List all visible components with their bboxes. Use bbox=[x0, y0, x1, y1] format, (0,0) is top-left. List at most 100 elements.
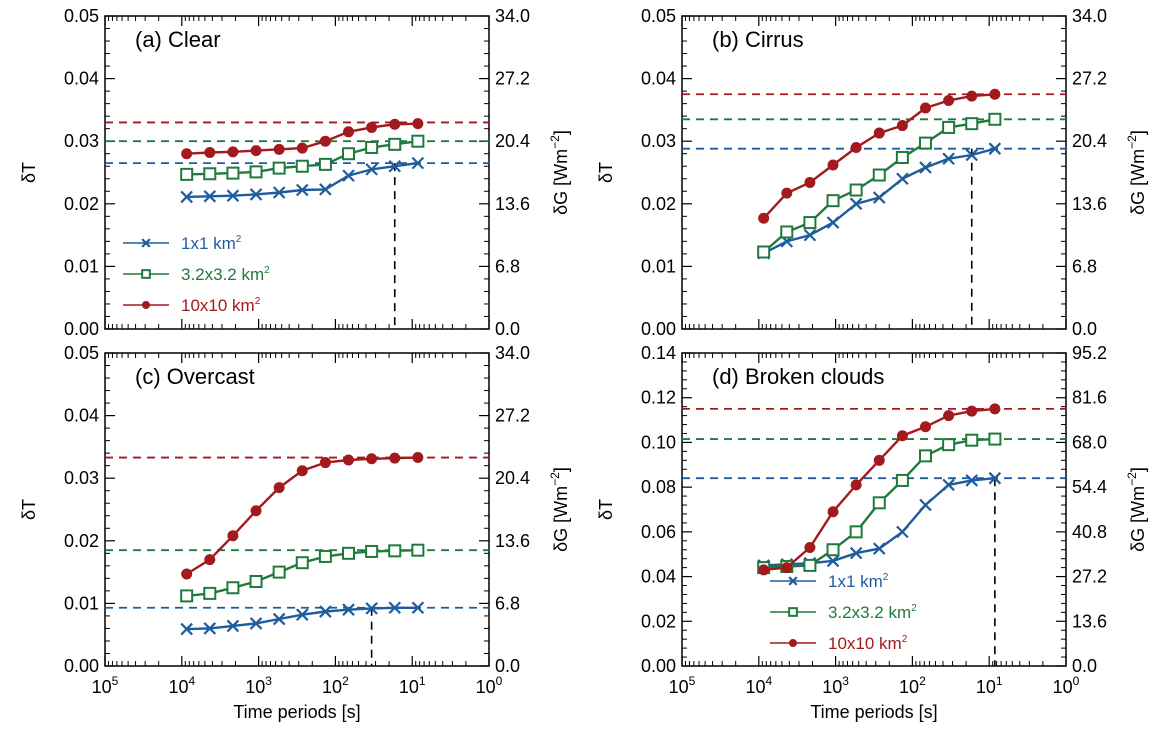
data-point-2 bbox=[849, 525, 863, 539]
data-point-2 bbox=[919, 449, 933, 463]
y2-tick-label: 6.8 bbox=[1072, 256, 1097, 276]
legend-marker-3 bbox=[142, 301, 150, 309]
x-tick-label: 100 bbox=[476, 674, 503, 697]
data-point-2 bbox=[226, 581, 240, 595]
data-point-2 bbox=[342, 546, 356, 560]
data-point-2 bbox=[780, 225, 794, 239]
x-tick-exponent: 5 bbox=[689, 674, 696, 688]
data-point-2 bbox=[803, 216, 817, 230]
y-tick-label: 0.06 bbox=[641, 522, 676, 542]
data-point-1 bbox=[203, 190, 217, 203]
legend-marker-1 bbox=[141, 238, 151, 248]
data-point-3 bbox=[758, 564, 770, 576]
data-point-2 bbox=[295, 159, 309, 173]
y2-tick-label: 27.2 bbox=[495, 69, 530, 89]
legend-label-exponent: 2 bbox=[255, 296, 261, 307]
y-tick-label: 0.03 bbox=[64, 131, 99, 151]
y2-tick-label: 54.4 bbox=[1072, 477, 1107, 497]
y-tick-label: 0.00 bbox=[64, 319, 99, 339]
data-point-3 bbox=[181, 148, 193, 160]
data-point-3 bbox=[250, 145, 262, 157]
y2-tick-label: 13.6 bbox=[1072, 194, 1107, 214]
data-point-2 bbox=[826, 543, 840, 557]
x-tick-label: 104 bbox=[745, 674, 772, 697]
y2-tick-label: 20.4 bbox=[495, 468, 530, 488]
legend-label-name: 10x10 km bbox=[181, 296, 255, 315]
data-point-3 bbox=[204, 554, 216, 566]
y2-axis-label: δG [Wm−2] bbox=[1125, 467, 1148, 552]
legend-label-name: 1x1 km bbox=[828, 572, 883, 591]
data-point-2 bbox=[919, 136, 933, 150]
data-point-2 bbox=[272, 565, 286, 579]
y2-axis-label: δG [Wm−2] bbox=[1125, 130, 1148, 215]
data-point-1 bbox=[365, 602, 378, 615]
data-point-1 bbox=[919, 498, 932, 512]
data-point-2 bbox=[203, 167, 217, 181]
data-point-2 bbox=[965, 117, 979, 131]
y2-tick-label: 95.2 bbox=[1072, 343, 1107, 363]
data-point-1 bbox=[803, 228, 817, 242]
data-point-3 bbox=[227, 146, 239, 158]
plot-frame bbox=[681, 352, 1067, 667]
y2-tick-label: 27.2 bbox=[1072, 69, 1107, 89]
x-tick-base: 10 bbox=[976, 677, 996, 697]
legend-label-exponent: 2 bbox=[264, 265, 270, 276]
data-point-3 bbox=[319, 135, 331, 147]
x-tick-base: 10 bbox=[168, 677, 188, 697]
legend-marker-1 bbox=[788, 576, 798, 586]
x-tick-label: 105 bbox=[92, 674, 119, 697]
data-point-1 bbox=[342, 169, 355, 182]
data-point-3 bbox=[827, 506, 839, 518]
data-point-2 bbox=[295, 556, 309, 570]
data-point-1 bbox=[965, 474, 979, 487]
series-line-1 bbox=[763, 147, 996, 255]
x-tick-exponent: 4 bbox=[765, 674, 772, 688]
legend-label-name: 3.2x3.2 km bbox=[181, 265, 264, 284]
legend-label-2: 3.2x3.2 km2 bbox=[181, 265, 270, 284]
data-point-2 bbox=[318, 549, 332, 563]
data-point-1 bbox=[826, 216, 840, 229]
data-point-1 bbox=[295, 608, 309, 621]
data-point-1 bbox=[180, 622, 193, 636]
data-point-2 bbox=[942, 438, 956, 452]
legend-label-1: 1x1 km2 bbox=[181, 234, 242, 253]
data-point-1 bbox=[896, 172, 909, 186]
x-tick-base: 10 bbox=[669, 677, 689, 697]
x-tick-label: 103 bbox=[822, 674, 849, 697]
data-point-3 bbox=[204, 146, 216, 158]
data-point-3 bbox=[273, 482, 285, 494]
legend-label-1: 1x1 km2 bbox=[828, 572, 889, 591]
y2-axis-label-base: δG [Wm bbox=[1128, 486, 1148, 552]
data-point-2 bbox=[249, 165, 263, 179]
y2-tick-label: 34.0 bbox=[1072, 6, 1107, 26]
data-point-3 bbox=[296, 142, 308, 154]
series-line-1 bbox=[763, 477, 996, 567]
y-tick-label: 0.05 bbox=[64, 6, 99, 26]
legend-label-exponent: 2 bbox=[883, 572, 889, 583]
panel-title: (d) Broken clouds bbox=[712, 364, 884, 389]
y2-axis-label: δG [Wm−2] bbox=[548, 130, 571, 215]
legend-label-name: 3.2x3.2 km bbox=[828, 603, 911, 622]
y-tick-label: 0.05 bbox=[64, 343, 99, 363]
data-point-1 bbox=[249, 617, 263, 630]
data-point-3 bbox=[412, 452, 424, 464]
data-point-1 bbox=[388, 159, 402, 173]
y-tick-label: 0.03 bbox=[64, 468, 99, 488]
plot-frame bbox=[104, 15, 490, 330]
data-point-3 bbox=[920, 421, 932, 433]
data-point-3 bbox=[827, 159, 839, 171]
legend-marker-3 bbox=[789, 639, 797, 647]
data-point-1 bbox=[826, 554, 840, 568]
y2-axis-label-base: δG [Wm bbox=[1128, 149, 1148, 215]
y2-tick-label: 6.8 bbox=[495, 256, 520, 276]
data-point-3 bbox=[343, 454, 355, 466]
data-point-2 bbox=[411, 543, 425, 557]
data-point-1 bbox=[942, 152, 955, 166]
data-point-1 bbox=[849, 546, 863, 560]
data-point-2 bbox=[895, 150, 909, 164]
data-point-2 bbox=[318, 157, 332, 171]
y-tick-label: 0.10 bbox=[641, 432, 676, 452]
data-point-3 bbox=[781, 562, 793, 574]
legend-marker-2 bbox=[788, 607, 798, 617]
data-point-3 bbox=[920, 102, 932, 114]
